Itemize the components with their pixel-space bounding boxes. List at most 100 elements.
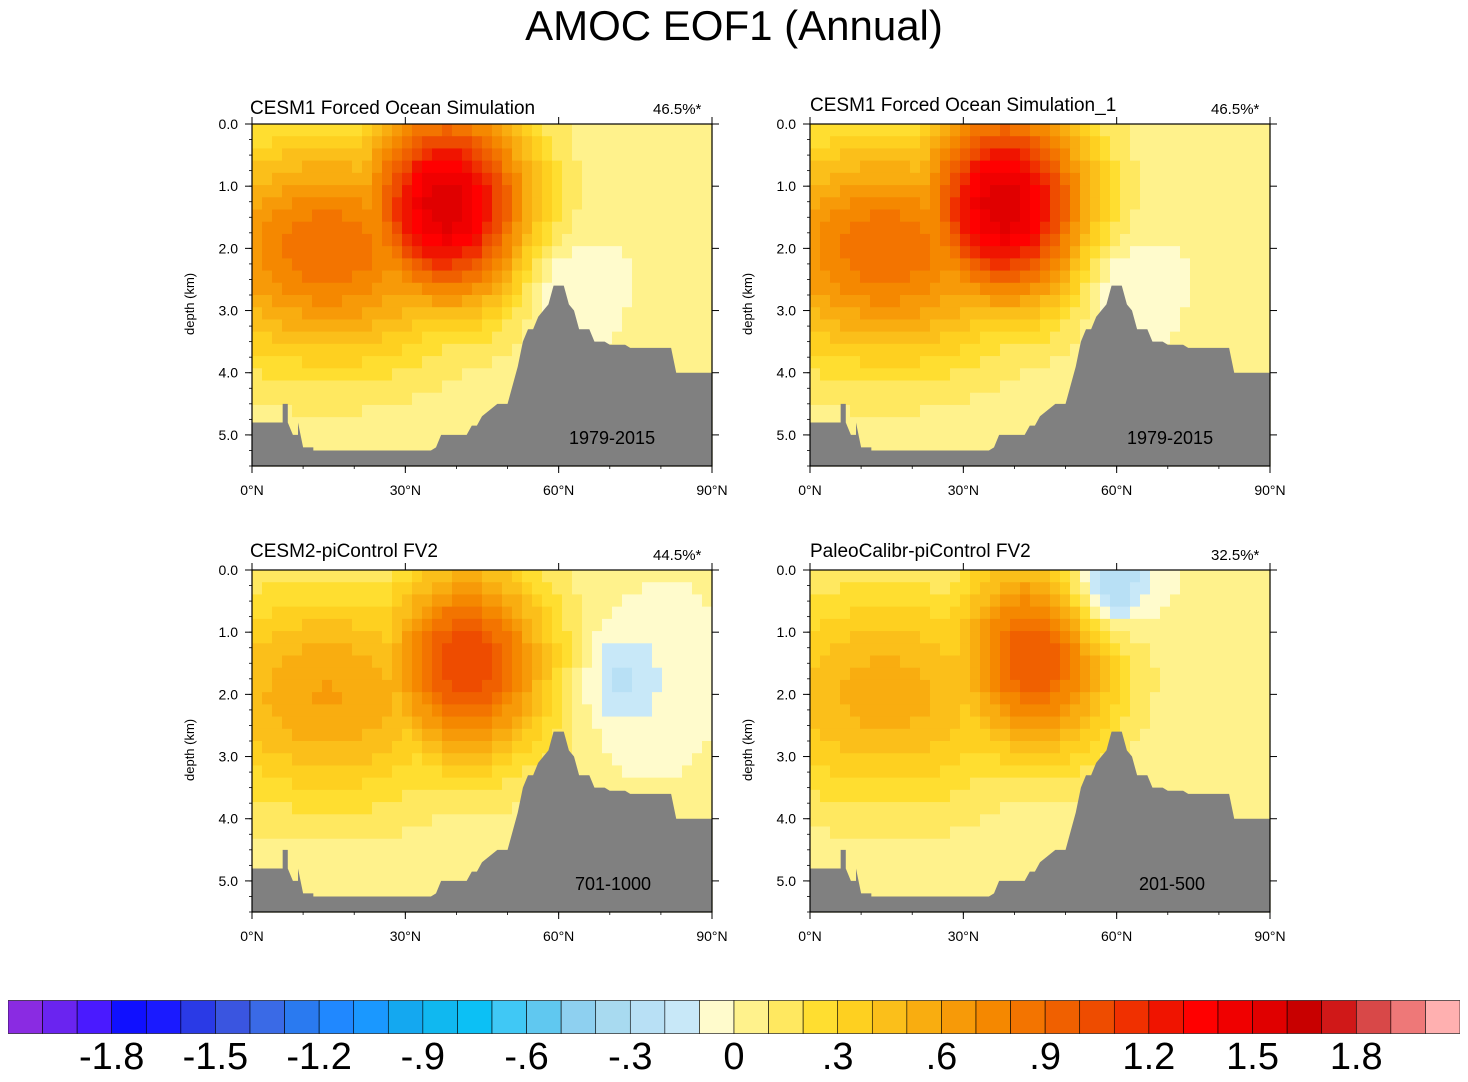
field-cell	[592, 631, 603, 644]
field-cell	[950, 209, 961, 223]
field-cell	[422, 331, 433, 345]
field-cell	[662, 221, 673, 235]
field-cell	[572, 197, 583, 211]
field-cell	[642, 295, 653, 308]
field-cell	[382, 887, 393, 901]
field-cell	[512, 582, 523, 596]
field-cell	[482, 197, 493, 211]
field-cell	[870, 667, 881, 681]
field-cell	[1190, 160, 1201, 174]
field-cell	[820, 789, 831, 803]
field-cell	[262, 679, 273, 693]
field-cell	[890, 368, 901, 382]
field-cell	[452, 826, 463, 840]
field-cell	[900, 319, 911, 333]
field-cell	[352, 850, 363, 864]
field-cell	[312, 692, 323, 705]
field-cell	[940, 826, 951, 840]
field-cell	[322, 582, 333, 596]
field-cell	[332, 282, 343, 296]
field-cell	[1200, 331, 1211, 345]
field-cell	[860, 246, 871, 259]
field-cell	[1130, 606, 1141, 620]
field-cell	[840, 319, 851, 333]
field-cell	[930, 282, 941, 296]
field-cell	[860, 295, 871, 308]
field-cell	[920, 417, 931, 430]
field-cell	[502, 826, 513, 840]
field-cell	[1000, 295, 1011, 308]
field-cell	[920, 643, 931, 657]
field-cell	[830, 667, 841, 681]
field-cell	[602, 667, 613, 681]
field-cell	[980, 728, 991, 742]
field-cell	[1080, 160, 1091, 174]
field-cell	[920, 606, 931, 620]
field-cell	[512, 319, 523, 333]
field-cell	[1020, 136, 1031, 150]
field-cell	[1220, 331, 1231, 345]
field-cell	[1110, 172, 1121, 186]
field-cell	[682, 704, 693, 718]
field-cell	[980, 246, 991, 259]
field-cell	[970, 863, 981, 876]
field-cell	[1040, 136, 1051, 150]
field-cell	[442, 258, 453, 272]
field-cell	[472, 570, 483, 583]
field-cell	[1100, 728, 1111, 742]
field-cell	[870, 704, 881, 718]
field-cell	[642, 319, 653, 333]
field-cell	[1070, 606, 1081, 620]
field-cell	[1220, 160, 1231, 174]
field-cell	[1190, 185, 1201, 198]
field-cell	[1050, 765, 1061, 779]
field-cell	[970, 692, 981, 705]
field-cell	[1160, 331, 1171, 345]
field-cell	[1060, 136, 1071, 150]
field-cell	[402, 728, 413, 742]
field-cell	[272, 728, 283, 742]
field-cell	[402, 643, 413, 657]
field-cell	[820, 777, 831, 791]
field-cell	[920, 679, 931, 693]
field-cell	[1010, 221, 1021, 235]
field-cell	[1050, 148, 1061, 162]
field-cell	[372, 655, 383, 669]
field-cell	[950, 679, 961, 693]
field-cell	[1070, 331, 1081, 345]
field-cell	[1120, 172, 1131, 186]
field-cell	[332, 594, 343, 608]
field-cell	[322, 429, 333, 443]
field-cell	[642, 765, 653, 779]
field-cell	[252, 728, 263, 742]
field-cell	[830, 643, 841, 657]
field-cell	[1070, 643, 1081, 657]
field-cell	[442, 863, 453, 876]
field-cell	[960, 618, 971, 632]
field-cell	[910, 356, 921, 369]
field-cell	[1030, 826, 1041, 840]
field-cell	[980, 270, 991, 284]
field-cell	[402, 887, 413, 901]
field-cell	[820, 282, 831, 296]
field-cell	[362, 282, 373, 296]
field-cell	[512, 270, 523, 284]
field-cell	[860, 319, 871, 333]
field-cell	[1050, 331, 1061, 345]
field-cell	[810, 570, 821, 583]
field-cell	[492, 343, 503, 357]
field-cell	[1070, 160, 1081, 174]
field-cell	[412, 404, 423, 418]
field-cell	[562, 594, 573, 608]
field-cell	[282, 356, 293, 369]
field-cell	[880, 221, 891, 235]
field-cell	[312, 417, 323, 430]
field-cell	[312, 765, 323, 779]
field-cell	[292, 631, 303, 644]
field-cell	[920, 441, 931, 455]
field-cell	[522, 753, 533, 767]
field-cell	[930, 136, 941, 150]
field-cell	[1110, 704, 1121, 718]
field-cell	[1150, 124, 1161, 137]
field-cell	[642, 233, 653, 247]
